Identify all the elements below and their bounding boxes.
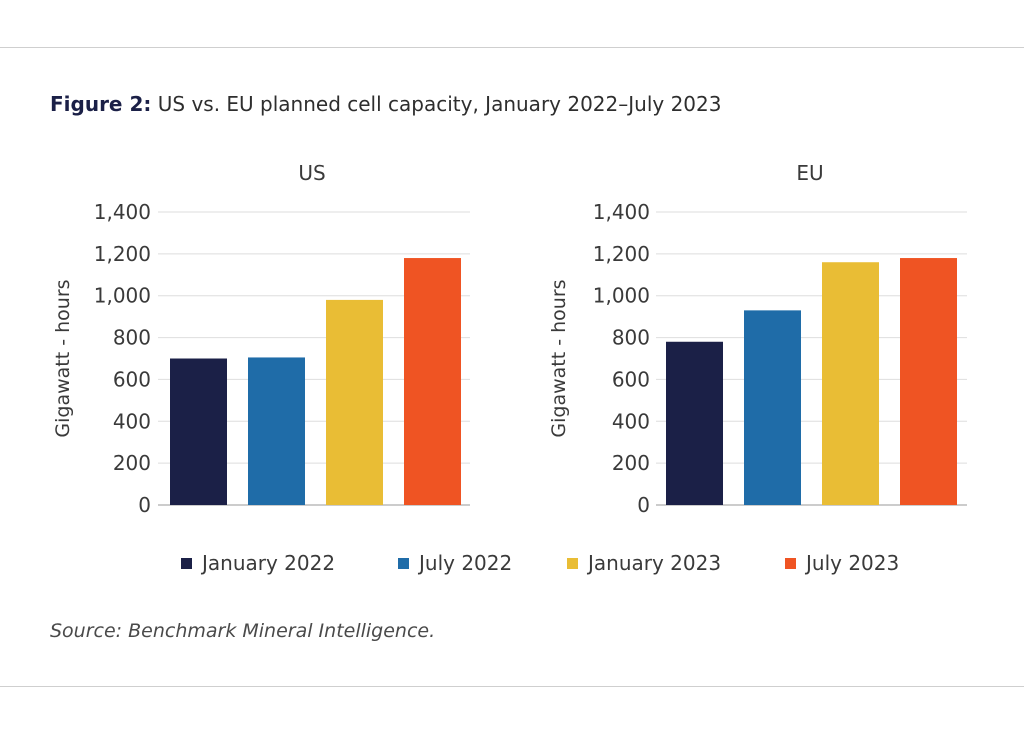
chart-title-us: US: [298, 161, 325, 185]
y-tick-label: 1,200: [593, 242, 650, 266]
y-tick-label: 1,200: [94, 242, 151, 266]
y-tick-label: 1,000: [94, 284, 151, 308]
bar-eu-january-2022: [666, 341, 723, 505]
legend-label: January 2023: [588, 551, 722, 575]
bar-us-july-2022: [248, 357, 305, 505]
y-tick-label: 200: [113, 451, 151, 475]
bar-us-july-2023: [404, 258, 461, 505]
legend-item-january-2023: January 2023: [567, 551, 721, 575]
y-tick-label: 600: [113, 367, 151, 391]
y-tick-label: 400: [612, 409, 650, 433]
bottom-divider: [0, 686, 1024, 687]
legend-swatch: [785, 557, 796, 569]
legend-item-july-2022: July 2022: [398, 551, 512, 575]
y-tick-label: 200: [612, 451, 650, 475]
top-divider: [0, 47, 1024, 48]
legend-swatch: [181, 557, 192, 569]
y-tick-label: 800: [612, 326, 650, 350]
legend-swatch: [567, 557, 578, 569]
legend: January 2022 July 2022 January 2023 July…: [0, 551, 1024, 579]
bar-eu-july-2022: [744, 310, 801, 505]
bar-eu-july-2023: [900, 258, 957, 505]
y-axis-label: Gigawatt - hours: [52, 279, 74, 437]
legend-item-july-2023: July 2023: [785, 551, 899, 575]
y-tick-label: 1,000: [593, 284, 650, 308]
bar-eu-january-2023: [822, 262, 879, 505]
y-tick-label: 0: [637, 493, 650, 517]
legend-label: July 2023: [806, 551, 900, 575]
legend-label: January 2022: [202, 551, 336, 575]
bar-us-january-2023: [326, 299, 383, 505]
figure-label: Figure 2:: [50, 92, 152, 116]
y-tick-label: 1,400: [593, 200, 650, 224]
figure-title-text: US vs. EU planned cell capacity, January…: [151, 92, 722, 116]
bar-us-january-2022: [170, 358, 227, 505]
legend-swatch: [398, 557, 409, 569]
figure-title: Figure 2: US vs. EU planned cell capacit…: [50, 92, 721, 116]
y-tick-label: 1,400: [94, 200, 151, 224]
y-axis-label: Gigawatt - hours: [548, 279, 570, 437]
source-note: Source: Benchmark Mineral Intelligence.: [50, 620, 436, 642]
legend-item-january-2022: January 2022: [181, 551, 335, 575]
y-tick-label: 800: [113, 326, 151, 350]
legend-label: July 2022: [419, 551, 513, 575]
chart-title-eu: EU: [796, 161, 823, 185]
y-tick-label: 400: [113, 409, 151, 433]
y-tick-label: 600: [612, 367, 650, 391]
y-tick-label: 0: [138, 493, 151, 517]
